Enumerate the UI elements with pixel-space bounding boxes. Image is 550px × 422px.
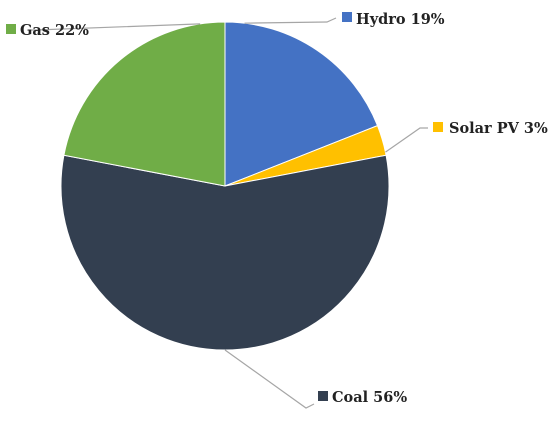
data-label-gas: Gas 22%: [20, 22, 89, 39]
label-marker-gas: [6, 24, 16, 34]
leader-line-coal: [224, 349, 315, 409]
data-label-solar-pv: Solar PV 3%: [449, 120, 548, 137]
pie-slices: [60, 21, 390, 351]
leader-line-solar-pv: [385, 127, 428, 153]
data-label-hydro: Hydro 19%: [356, 11, 445, 28]
data-label-coal: Coal 56%: [332, 389, 407, 406]
label-marker-hydro: [342, 12, 352, 22]
label-marker-solar-pv: [433, 122, 443, 132]
leader-line-gas: [28, 23, 201, 31]
leader-lines: [28, 17, 428, 409]
slice-hydro: [224, 21, 379, 187]
leader-line-hydro: [244, 17, 337, 24]
label-marker-coal: [318, 391, 328, 401]
slice-coal: [60, 154, 390, 351]
slice-gas: [63, 21, 226, 187]
data-labels: Hydro 19% Solar PV 3% Coal 56% Gas 22%: [6, 11, 548, 406]
